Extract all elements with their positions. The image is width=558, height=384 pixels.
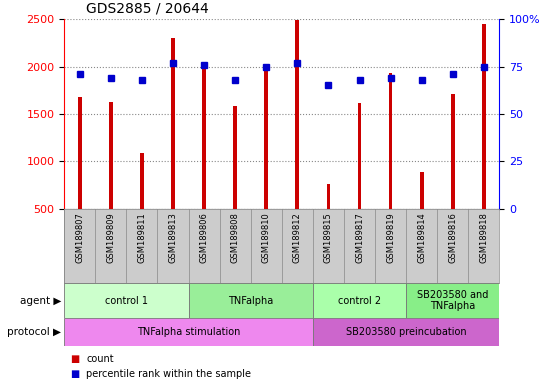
Text: GSM189810: GSM189810 — [262, 212, 271, 263]
FancyBboxPatch shape — [313, 318, 499, 346]
Text: TNFalpha: TNFalpha — [228, 296, 273, 306]
Text: SB203580 preincubation: SB203580 preincubation — [346, 327, 466, 337]
Bar — [140, 153, 144, 209]
Bar — [296, 20, 299, 209]
FancyBboxPatch shape — [406, 283, 499, 318]
Text: ■: ■ — [70, 369, 79, 379]
Text: TNFalpha stimulation: TNFalpha stimulation — [137, 327, 240, 337]
Text: GDS2885 / 20644: GDS2885 / 20644 — [86, 2, 209, 15]
Bar — [78, 97, 81, 209]
Text: control 1: control 1 — [105, 296, 148, 306]
Bar — [264, 68, 268, 209]
Text: GSM189817: GSM189817 — [355, 212, 364, 263]
Bar — [420, 172, 424, 209]
Bar — [482, 24, 485, 209]
Text: GSM189813: GSM189813 — [169, 212, 177, 263]
Bar — [326, 184, 330, 209]
Text: GSM189812: GSM189812 — [293, 212, 302, 263]
Text: GSM189815: GSM189815 — [324, 212, 333, 263]
Text: SB203580 and
TNFalpha: SB203580 and TNFalpha — [417, 290, 488, 311]
FancyBboxPatch shape — [313, 283, 406, 318]
Bar — [171, 38, 175, 209]
Text: GSM189819: GSM189819 — [386, 212, 395, 263]
Bar — [389, 73, 392, 209]
Text: control 2: control 2 — [338, 296, 381, 306]
FancyBboxPatch shape — [64, 283, 189, 318]
Text: agent ▶: agent ▶ — [20, 296, 61, 306]
Text: GSM189816: GSM189816 — [448, 212, 457, 263]
Text: GSM189818: GSM189818 — [479, 212, 488, 263]
Text: protocol ▶: protocol ▶ — [7, 327, 61, 337]
Bar — [358, 103, 362, 209]
Bar — [233, 106, 237, 209]
Text: percentile rank within the sample: percentile rank within the sample — [86, 369, 252, 379]
Text: GSM189807: GSM189807 — [75, 212, 84, 263]
FancyBboxPatch shape — [189, 283, 313, 318]
Text: GSM189814: GSM189814 — [417, 212, 426, 263]
Bar — [109, 103, 113, 209]
Bar — [451, 94, 455, 209]
Text: GSM189811: GSM189811 — [137, 212, 146, 263]
Text: GSM189806: GSM189806 — [200, 212, 209, 263]
Text: count: count — [86, 354, 114, 364]
FancyBboxPatch shape — [64, 318, 313, 346]
Text: GSM189809: GSM189809 — [107, 212, 116, 263]
Bar — [202, 66, 206, 209]
Text: ■: ■ — [70, 354, 79, 364]
Text: GSM189808: GSM189808 — [230, 212, 239, 263]
